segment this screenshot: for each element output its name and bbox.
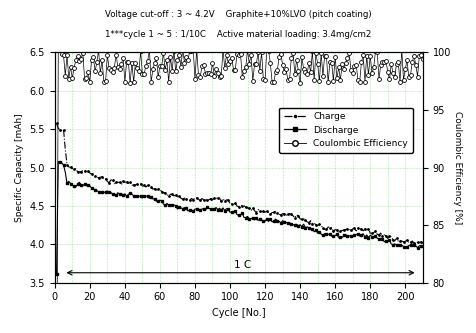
Y-axis label: Coulombic Efficiency [%]: Coulombic Efficiency [%] bbox=[452, 111, 461, 224]
Text: 1 C: 1 C bbox=[233, 260, 250, 270]
X-axis label: Cycle [No.]: Cycle [No.] bbox=[211, 308, 265, 318]
Text: Voltage cut-off : 3 ~ 4.2V    Graphite+10%LVO (pitch coating): Voltage cut-off : 3 ~ 4.2V Graphite+10%L… bbox=[105, 10, 371, 19]
Legend: Charge, Discharge, Coulombic Efficiency: Charge, Discharge, Coulombic Efficiency bbox=[278, 108, 412, 153]
Text: 1***cycle 1 ~ 5 : 1/10C    Active material loading: 3.4mg/cm2: 1***cycle 1 ~ 5 : 1/10C Active material … bbox=[105, 30, 371, 39]
Y-axis label: Specific Capacity [mAh]: Specific Capacity [mAh] bbox=[15, 113, 24, 222]
